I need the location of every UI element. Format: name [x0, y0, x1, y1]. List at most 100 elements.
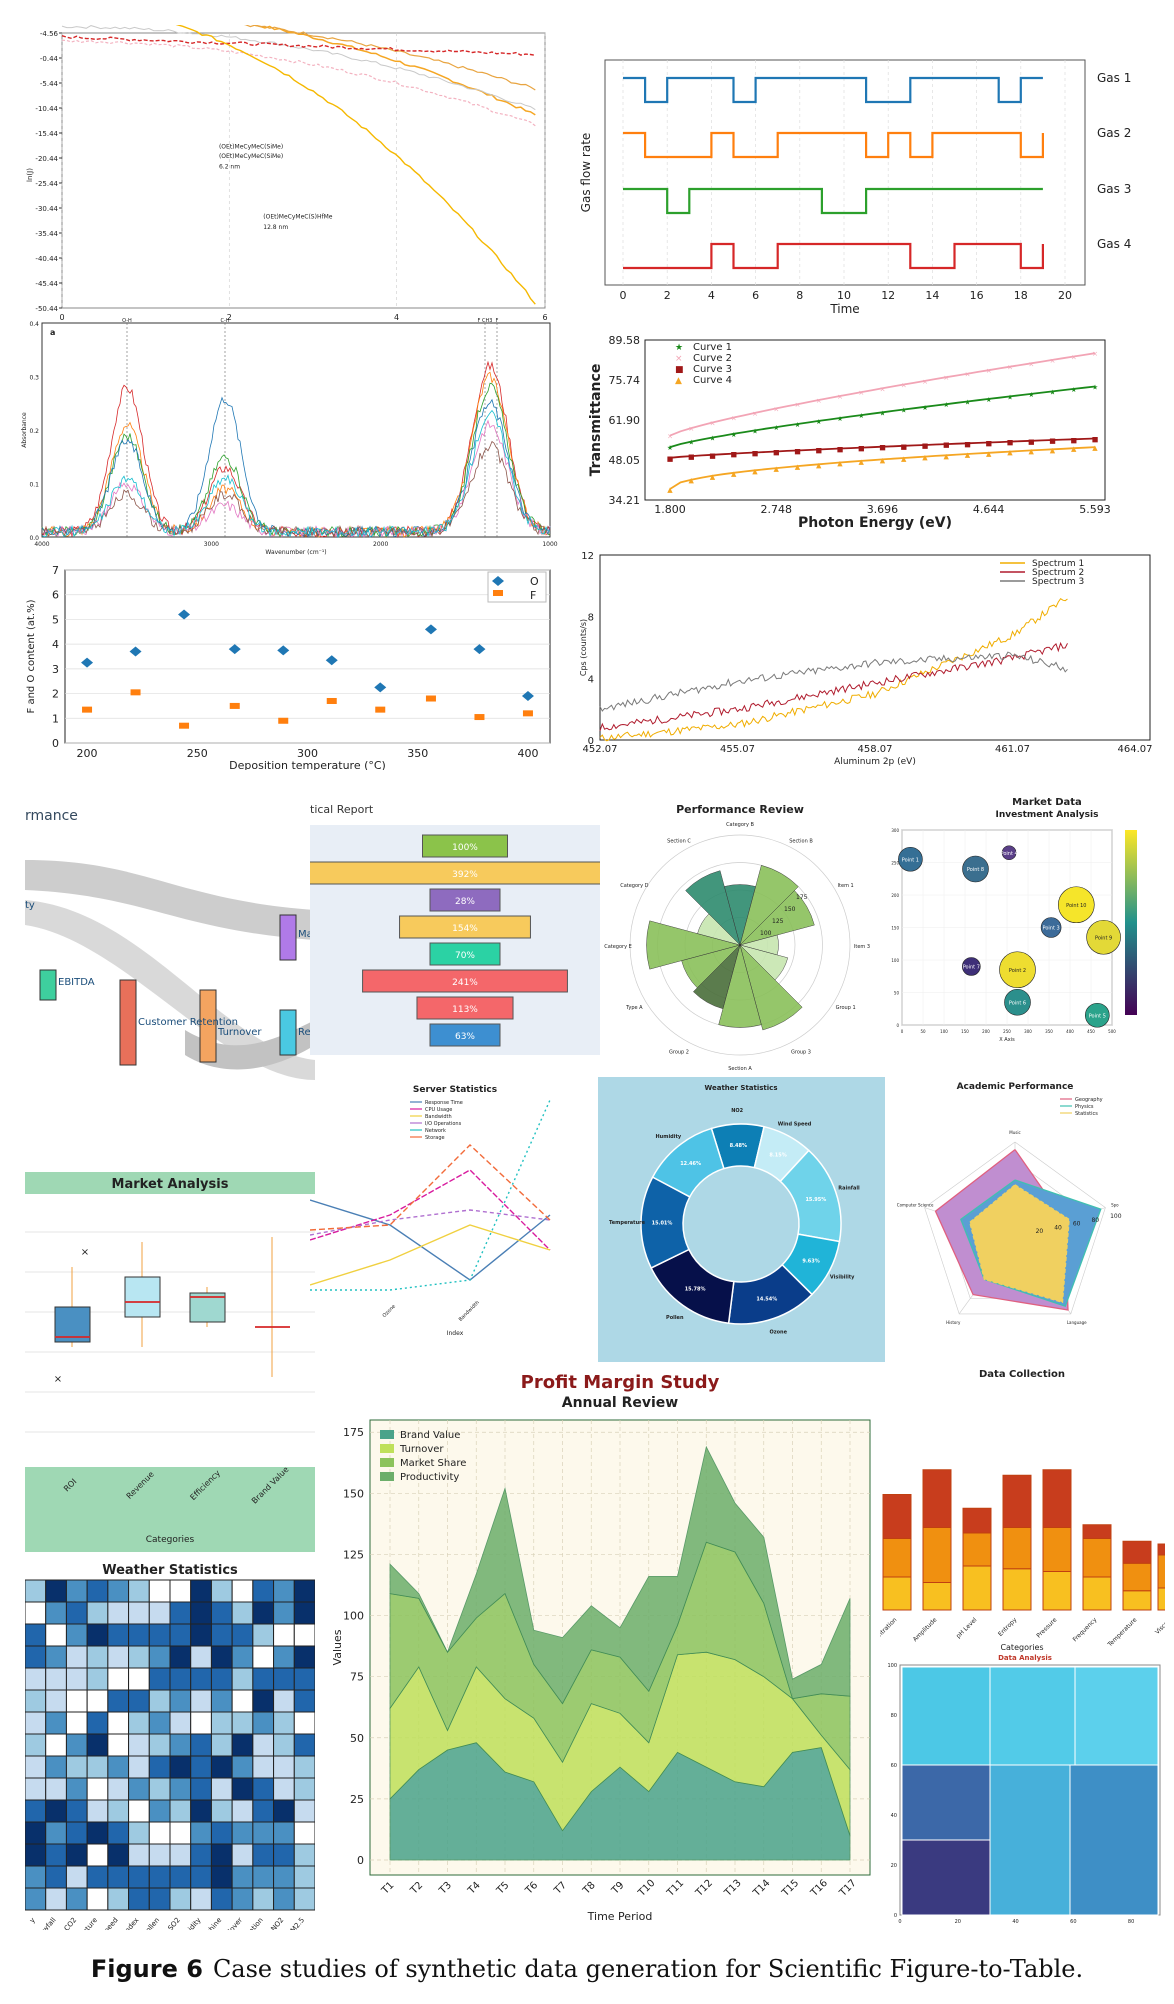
- heat-cell: [273, 1667, 295, 1691]
- data-point: ■: [1049, 437, 1056, 445]
- slice-value: 8.48%: [730, 1143, 747, 1149]
- chart-title: Data Collection: [979, 1369, 1065, 1380]
- grid-circle: [629, 834, 851, 1056]
- xtick-label: T5: [494, 1880, 511, 1897]
- data-point: ▲: [986, 450, 992, 458]
- stacked-bar: [1122, 1562, 1152, 1592]
- heat-cell: [45, 1579, 67, 1603]
- data-point: ×: [1092, 350, 1098, 358]
- chart-funnel: tical Report 100% 392% 28% 154% 70% 241% 113% 63…: [310, 795, 600, 1055]
- heat-cell: [65, 1887, 88, 1911]
- polar-bar: [646, 920, 741, 970]
- rtick-label: 80: [1091, 1217, 1099, 1224]
- heat-cell: [128, 1777, 150, 1801]
- heat-cell: [293, 1601, 315, 1625]
- xtick-label: 2000: [373, 541, 388, 548]
- heat-cell: [169, 1579, 192, 1603]
- heat-cell: [86, 1865, 109, 1889]
- data-point: ■: [1007, 439, 1014, 447]
- stacked-bar: [882, 1538, 912, 1578]
- heat-cell: [190, 1711, 212, 1735]
- xtick-label: T1: [379, 1880, 396, 1897]
- heat-cell: [128, 1887, 150, 1911]
- treemap-tile: [901, 1666, 991, 1766]
- heat-cell: [190, 1843, 212, 1867]
- x-axis-label: Aluminum 2p (eV): [834, 757, 916, 767]
- bubble: [1058, 886, 1095, 924]
- sankey-node: [279, 1009, 297, 1056]
- slice-label: Humidity: [655, 1134, 681, 1140]
- slice-value: 12.46%: [680, 1161, 701, 1167]
- legend-label: Bandwidth: [425, 1114, 452, 1120]
- ytick-label: 20: [891, 1863, 897, 1869]
- ytick-label: 1: [52, 712, 59, 725]
- chart-title: Server Statistics: [413, 1085, 497, 1095]
- polar-bar: [718, 944, 762, 1028]
- heat-cell: [169, 1667, 192, 1691]
- treemap-tile: [901, 1764, 991, 1841]
- bubble-label: Point 6: [1009, 1000, 1026, 1006]
- heat-cell: [65, 1777, 88, 1801]
- data-point: ▲: [880, 456, 886, 464]
- plot-area: [310, 825, 600, 1055]
- heat-cell: [169, 1689, 192, 1713]
- peak-label: O-H: [122, 318, 132, 324]
- heat-cell: [169, 1821, 192, 1845]
- xtick-label: 4: [394, 313, 399, 322]
- data-point: ■: [1028, 438, 1035, 446]
- chart-title: Market Data: [1012, 797, 1082, 808]
- ytick-label: 8: [588, 613, 594, 624]
- data-point: ★: [731, 431, 737, 439]
- data-point: ▲: [922, 454, 928, 462]
- series-line: [623, 76, 1043, 104]
- legend-label: I/O Operations: [425, 1121, 462, 1127]
- xtick-label: y: [28, 1916, 37, 1924]
- ytick-label: 4: [52, 638, 59, 651]
- data-point: [179, 722, 190, 729]
- bar-label: 28%: [455, 897, 475, 907]
- legend-label: Market Share: [400, 1458, 466, 1469]
- chart-lnj-curves: -4.56 -0.44 -5.44 -10.44 -15.44 -20.44 -25.44 -…: [20, 25, 560, 325]
- heat-cell: [231, 1799, 254, 1823]
- xtick-label: T15: [779, 1878, 801, 1900]
- data-point: ★: [943, 401, 949, 409]
- heat-cell: [148, 1755, 171, 1779]
- series-line: [623, 187, 1043, 215]
- heat-cell: [169, 1733, 192, 1757]
- heat-cell: [252, 1733, 275, 1757]
- slice-value: 15.78%: [685, 1286, 706, 1292]
- peak-label: C-H: [220, 318, 229, 324]
- data-point: [228, 644, 241, 655]
- data-point: ×: [688, 425, 694, 433]
- heat-cell: [252, 1623, 275, 1647]
- xtick-label: 500: [1108, 1029, 1116, 1034]
- heat-cell: [169, 1799, 192, 1823]
- legend-label: Productivity: [400, 1472, 459, 1483]
- stacked-bar: [1157, 1554, 1165, 1589]
- ytick-label: 48.05: [609, 454, 641, 467]
- legend-label: Geography: [1075, 1097, 1103, 1103]
- x-axis-label: X Axis: [999, 1037, 1015, 1043]
- ytick-label: 75.74: [609, 374, 641, 387]
- ytick-label: 80: [891, 1713, 897, 1719]
- heat-cell: [128, 1865, 150, 1889]
- xtick-label: T2: [408, 1880, 425, 1897]
- chart-data-collection: Data Collection centration Amplitude pH Lev…: [880, 1365, 1165, 1655]
- data-point: ×: [795, 401, 801, 409]
- ytick-label: 4: [588, 674, 594, 685]
- heat-cell: [148, 1623, 171, 1647]
- xtick-label: 300: [297, 747, 318, 760]
- bubble-label: Point 5: [1089, 1013, 1106, 1019]
- data-point: ×: [901, 382, 907, 390]
- heat-cell: [231, 1887, 254, 1911]
- axis-label: Music: [1009, 1130, 1020, 1135]
- heat-cell: [252, 1645, 275, 1669]
- ytick-label: 0.1: [29, 482, 39, 489]
- heat-cell: [25, 1865, 47, 1889]
- legend-label: Brand Value: [400, 1430, 460, 1441]
- heat-cell: [273, 1623, 295, 1647]
- xtick-label: T14: [751, 1878, 773, 1900]
- sankey-node: [199, 989, 217, 1063]
- heat-cell: [25, 1755, 47, 1779]
- heat-cell: [107, 1799, 130, 1823]
